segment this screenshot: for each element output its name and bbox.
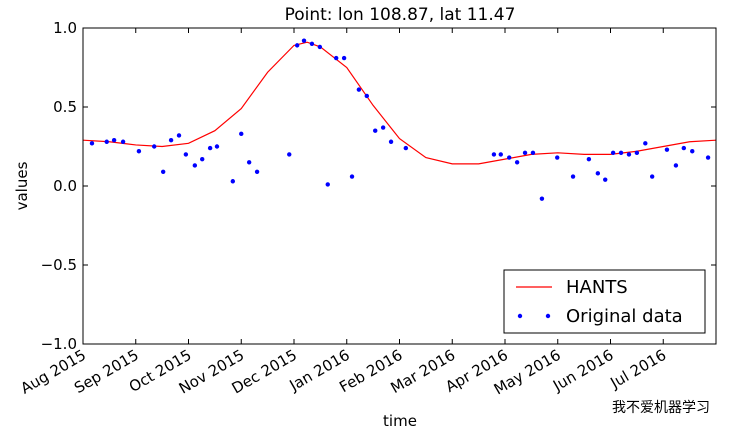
- data-point: [89, 141, 95, 146]
- data-point: [301, 38, 307, 43]
- data-point: [294, 43, 300, 48]
- data-point: [603, 177, 608, 182]
- data-point: [356, 87, 362, 92]
- data-point: [254, 169, 260, 174]
- data-point: [539, 196, 545, 201]
- data-point: [200, 156, 205, 162]
- data-point: [230, 179, 236, 184]
- plot-frame: [82, 27, 717, 345]
- legend-label: Original data: [566, 306, 683, 327]
- data-point: [246, 160, 252, 165]
- data-point: [207, 145, 213, 151]
- data-point: [111, 137, 117, 143]
- data-point: [403, 145, 409, 151]
- data-point: [595, 171, 601, 176]
- data-point: [610, 150, 616, 156]
- data-point: [555, 155, 560, 160]
- data-point: [507, 155, 512, 160]
- data-point: [705, 155, 711, 160]
- data-point: [664, 147, 670, 152]
- data-point: [491, 152, 497, 157]
- data-point: [673, 163, 679, 168]
- data-point: [681, 145, 687, 151]
- x-tick-label: Jun 2016: [549, 346, 616, 395]
- data-point: [334, 55, 339, 61]
- data-point: [626, 152, 632, 157]
- chart-title: Point: lon 108.87, lat 11.47: [285, 5, 516, 25]
- data-point: [214, 144, 220, 149]
- legend-box: [503, 269, 706, 334]
- data-point: [317, 44, 323, 50]
- legend-dot: [517, 313, 523, 319]
- data-point: [690, 149, 695, 154]
- data-point: [530, 150, 536, 156]
- watermark: 我不爱机器学习: [612, 400, 710, 416]
- data-point: [136, 149, 142, 154]
- y-tick-label: 0.5: [53, 98, 77, 116]
- data-point: [618, 150, 624, 156]
- data-point: [120, 139, 126, 144]
- data-point: [388, 139, 394, 144]
- x-axis-label: time: [383, 412, 417, 430]
- data-point: [192, 163, 198, 168]
- data-point: [183, 152, 189, 157]
- y-tick-label: 0.0: [53, 177, 77, 195]
- data-point: [287, 152, 292, 157]
- data-point: [176, 133, 182, 138]
- y-tick-label: 1.0: [53, 19, 77, 37]
- data-point: [168, 137, 174, 143]
- data-point: [104, 139, 109, 144]
- y-tick-label: −0.5: [41, 256, 77, 274]
- data-point: [364, 93, 369, 99]
- y-axis-label: values: [13, 161, 31, 210]
- data-point: [349, 174, 355, 179]
- x-tick-label: Jul 2016: [607, 346, 670, 393]
- data-point: [586, 156, 592, 162]
- data-point: [160, 169, 166, 174]
- legend-dot: [545, 313, 551, 319]
- data-point: [309, 41, 315, 46]
- data-point: [152, 144, 157, 149]
- data-point: [373, 128, 378, 133]
- data-point: [634, 150, 640, 156]
- data-point: [341, 55, 347, 61]
- data-point: [325, 182, 330, 187]
- y-tick-label: −1.0: [41, 335, 77, 353]
- data-point: [522, 150, 528, 156]
- data-point: [570, 174, 576, 179]
- data-point: [649, 174, 655, 179]
- legend-label: HANTS: [566, 277, 628, 298]
- data-point: [498, 152, 503, 157]
- data-point: [514, 160, 520, 165]
- data-point: [239, 131, 244, 137]
- data-point: [643, 141, 648, 146]
- hants-line: [83, 41, 716, 165]
- data-point: [380, 125, 386, 130]
